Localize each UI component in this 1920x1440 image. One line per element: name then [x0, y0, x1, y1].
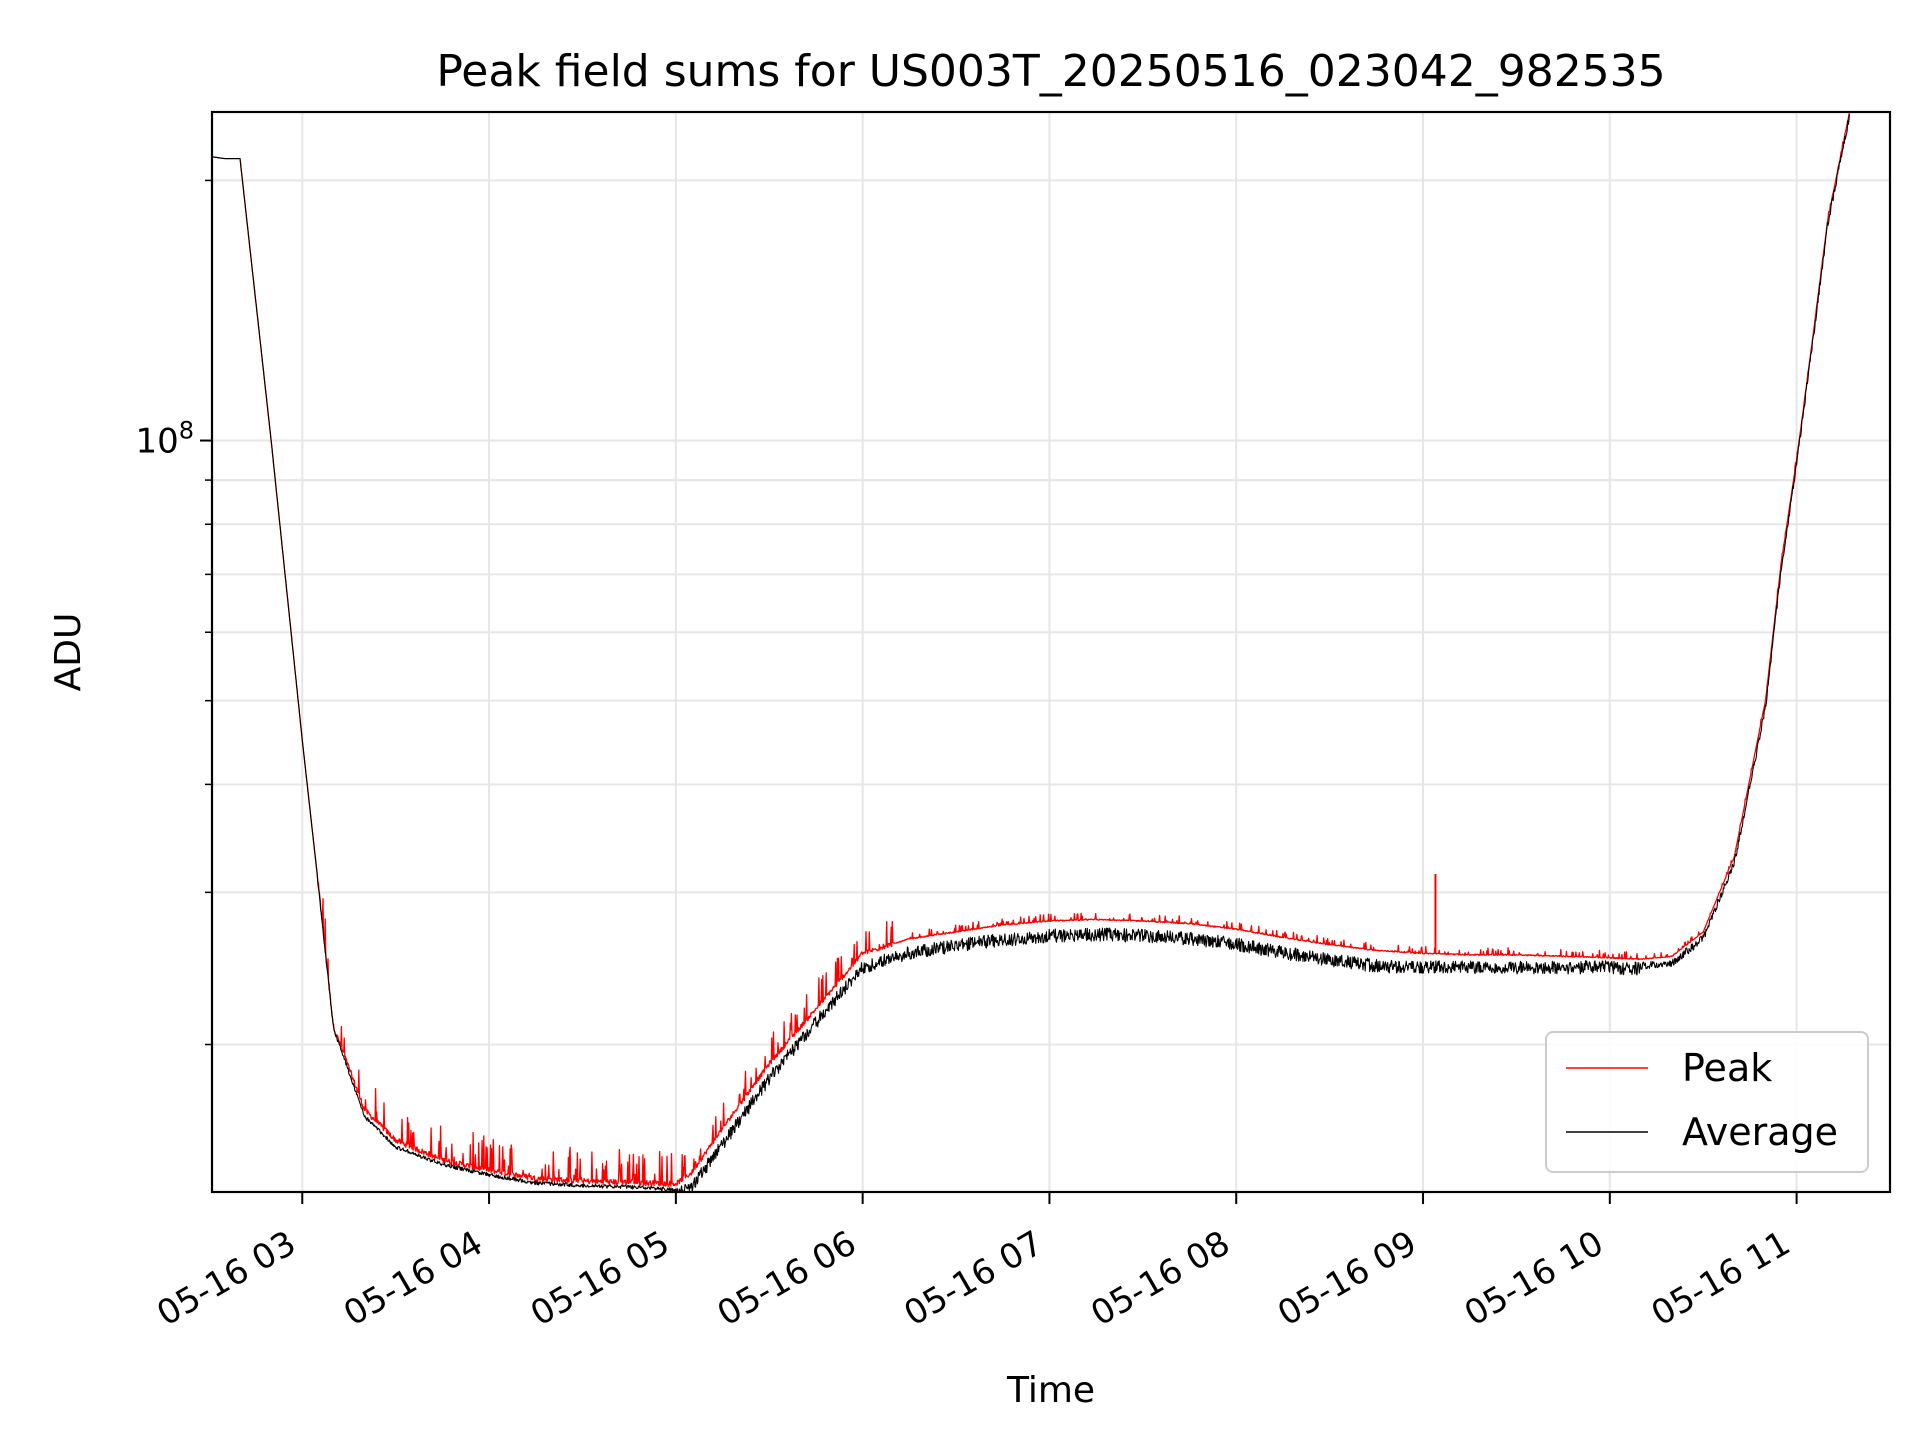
legend-label-average: Average [1682, 1110, 1838, 1154]
plot-layer [211, 112, 1851, 1193]
grid-layer [212, 112, 1890, 1192]
plot-frame [210, 110, 1892, 1194]
series-line-peak [211, 112, 1851, 1187]
legend-box [1545, 1031, 1869, 1173]
legend: Peak Average [1545, 1031, 1869, 1173]
y-axis-title: ADU [48, 613, 89, 692]
legend-label-peak: Peak [1682, 1046, 1772, 1090]
chart-title: Peak field sums for US003T_20250516_0230… [436, 46, 1665, 97]
x-axis-title: Time [1006, 1370, 1095, 1411]
series-line-average [211, 114, 1850, 1193]
